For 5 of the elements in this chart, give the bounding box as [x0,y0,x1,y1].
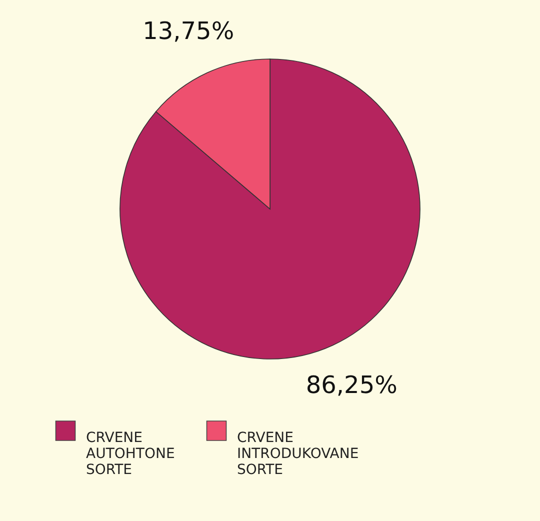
legend-label: CRVENE INTRODUKOVANE SORTE [237,430,359,478]
data-label: 13,75% [142,16,234,45]
data-label: 86,25% [306,371,398,400]
pie-slice [120,58,420,360]
legend-label: CRVENE AUTOHTONE SORTE [86,430,175,478]
